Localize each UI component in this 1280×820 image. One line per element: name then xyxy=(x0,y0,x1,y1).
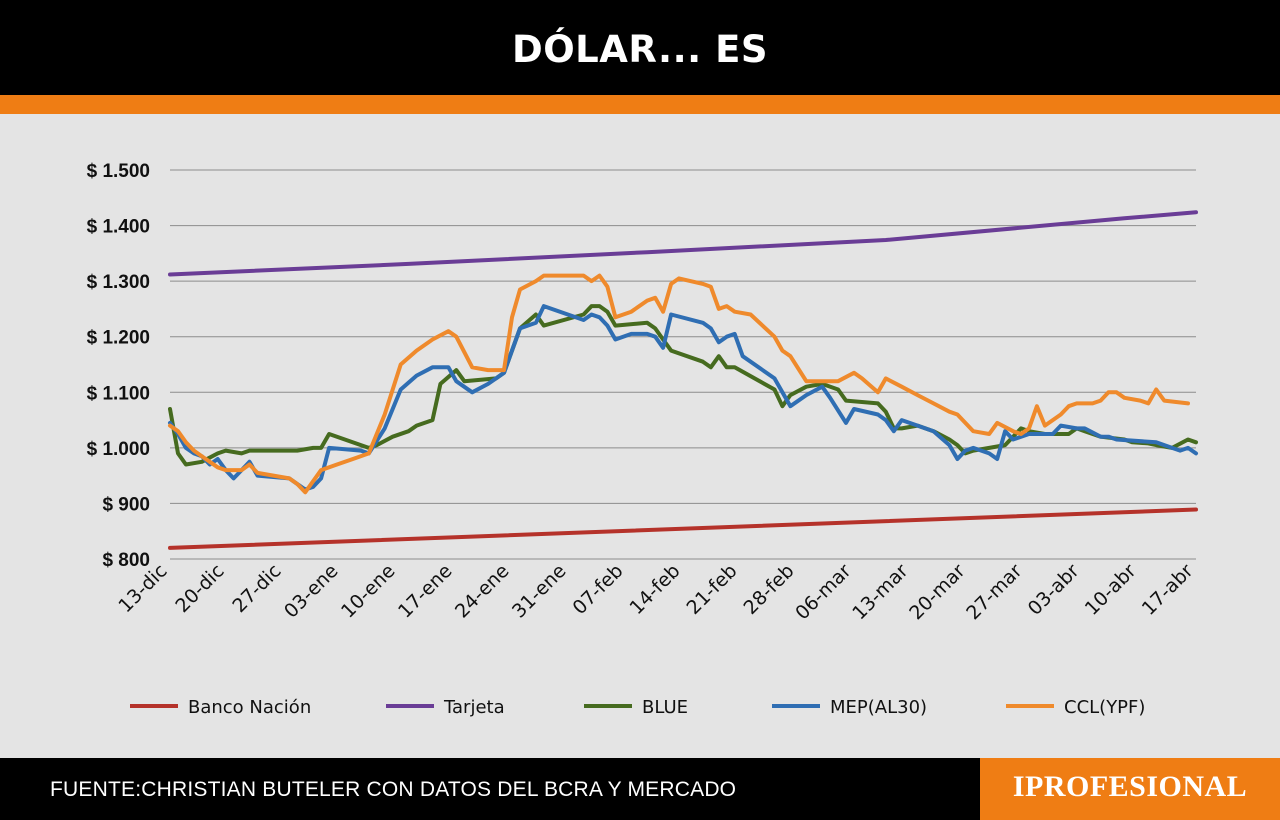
legend-label: Banco Nación xyxy=(188,697,311,718)
series-line xyxy=(168,507,1198,550)
x-tick-label: 06-mar xyxy=(791,560,855,624)
y-tick-label: $ 1.500 xyxy=(87,161,150,182)
brand-box: IPROFESIONAL xyxy=(980,758,1280,820)
x-tick-label: 27-mar xyxy=(962,560,1026,624)
x-tick-label: 20-mar xyxy=(905,560,969,624)
x-tick-label: 10-ene xyxy=(337,560,400,623)
y-tick-label: $ 1.200 xyxy=(87,328,150,349)
y-tick-label: $ 800 xyxy=(102,550,150,571)
x-tick-label: 14-feb xyxy=(626,560,685,619)
y-tick-label: $ 1.100 xyxy=(87,383,150,404)
series-line xyxy=(168,210,1198,277)
legend-label: Tarjeta xyxy=(443,697,505,718)
x-tick-label: 07-feb xyxy=(569,560,628,619)
footer-bar: FUENTE:CHRISTIAN BUTELER CON DATOS DEL B… xyxy=(0,758,1280,820)
x-tick-label: 03-ene xyxy=(280,560,343,623)
chart-area: $ 800 $ 900 $ 1.000 $ 1.100 $ 1.200 $ 1.300 $ … xyxy=(0,114,1280,758)
x-tick-label: 17-ene xyxy=(394,560,457,623)
y-tick-label: $ 900 xyxy=(102,494,150,515)
x-tick-label: 03-abr xyxy=(1024,560,1084,620)
y-tick-label: $ 1.000 xyxy=(87,439,150,460)
header-bar xyxy=(0,0,1280,95)
line-chart: $ 800 $ 900 $ 1.000 $ 1.100 $ 1.200 $ 1.300 $ … xyxy=(87,161,1198,718)
y-tick-label: $ 1.400 xyxy=(87,217,150,238)
brand-logo: IPROFESIONAL xyxy=(1012,770,1248,803)
series-line xyxy=(168,304,1198,467)
x-tick-label: 21-feb xyxy=(683,560,742,619)
y-tick-label: $ 1.300 xyxy=(87,272,150,293)
series-line xyxy=(168,304,1198,492)
source-note: FUENTE:CHRISTIAN BUTELER CON DATOS DEL B… xyxy=(50,778,737,801)
page-title: DÓLAR... ES xyxy=(511,28,769,71)
legend-label: BLUE xyxy=(642,697,688,718)
series-line xyxy=(168,273,1190,495)
x-tick-label: 27-dic xyxy=(228,560,285,617)
legend-label: CCL(YPF) xyxy=(1064,697,1145,718)
x-tick-label: 24-ene xyxy=(451,560,514,623)
x-tick-label: 13-mar xyxy=(848,560,912,624)
x-tick-label: 31-ene xyxy=(508,560,571,623)
legend-label: MEP(AL30) xyxy=(830,697,927,718)
x-tick-label: 28-feb xyxy=(740,560,799,619)
x-tick-label: 17-abr xyxy=(1138,560,1198,620)
x-tick-label: 20-dic xyxy=(171,560,228,617)
accent-band xyxy=(0,95,1280,114)
x-tick-label: 10-abr xyxy=(1081,560,1141,620)
